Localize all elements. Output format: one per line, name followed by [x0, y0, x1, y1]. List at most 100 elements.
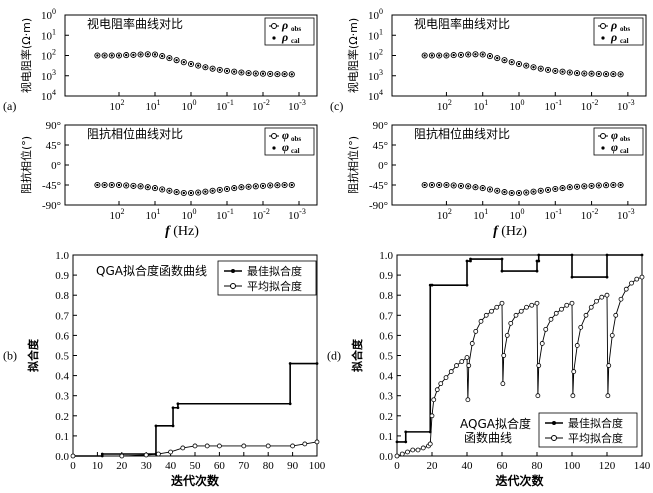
y-axis-label: 拟合度: [350, 338, 364, 372]
legend-cal-subscript: cal: [291, 147, 300, 155]
cal-point: [546, 188, 550, 192]
cal-point: [197, 191, 200, 194]
cal-point: [189, 191, 193, 195]
y-tick-label: 0.4: [379, 371, 393, 383]
x-tick-label: 10-3: [288, 98, 306, 113]
mean-fit-point: [623, 286, 629, 292]
cal-point: [612, 72, 615, 76]
cal-point: [240, 71, 243, 74]
x-tick-label: 100: [564, 460, 581, 472]
cal-point: [161, 54, 164, 58]
legend-best-marker: [552, 421, 556, 425]
legend-best-label: 最佳拟合度: [247, 264, 302, 278]
mean-fit-point: [434, 387, 440, 393]
mean-fit-point: [571, 369, 577, 374]
y-axis-label: 阻抗相位(°): [19, 136, 33, 194]
mean-fit-point: [420, 445, 426, 451]
y-tick-label: 0.8: [55, 290, 69, 302]
legend-obs-subscript: obs: [291, 135, 301, 143]
chart-title: 视电阻率曲线对比: [87, 16, 183, 31]
cal-point: [561, 70, 564, 73]
best-fit-point: [171, 406, 175, 410]
cal-point: [211, 189, 214, 192]
x-tick-label: 50: [190, 460, 202, 472]
x-tick-label: 20: [116, 460, 128, 472]
best-fit-point: [570, 253, 574, 257]
cal-point: [153, 53, 157, 56]
y-tick-label: 0°: [378, 160, 388, 172]
best-fit-point: [404, 440, 408, 444]
chart-c_rho: 100 101 102 103 104 102 101 100 10-1 10-2 10-3 视电阻率…: [330, 7, 647, 113]
mean-fit-point: [466, 363, 472, 368]
cal-point: [583, 185, 586, 188]
y-tick-label: 1.0: [55, 250, 69, 262]
cal-point: [503, 58, 506, 62]
mean-fit-point: [438, 381, 444, 387]
mean-fit-point: [499, 300, 505, 306]
y-tick-label: 103: [368, 68, 383, 83]
cal-point: [590, 72, 593, 75]
mean-fit-point: [459, 359, 465, 364]
chart-title: 阻抗相位曲线对比: [414, 126, 510, 141]
mean-fit-point: [536, 363, 542, 368]
cal-point: [539, 67, 542, 70]
cal-point: [117, 183, 121, 187]
cal-point: [597, 184, 601, 187]
cal-point: [290, 73, 293, 76]
y-tick-label: 0.5: [55, 351, 69, 363]
x-tick-label: 102: [110, 98, 125, 113]
legend-obs-subscript: obs: [620, 135, 630, 143]
legend-cal-symbol: ρ: [281, 30, 288, 44]
cal-point: [474, 53, 477, 56]
legend-cal-marker: [601, 36, 605, 40]
best-fit-point: [605, 253, 609, 257]
legend-obs-marker: [271, 23, 277, 29]
legend-best-marker: [231, 269, 235, 273]
cal-point: [554, 187, 557, 191]
mean-fit-point: [518, 308, 524, 314]
cal-point: [488, 188, 492, 191]
mean-fit-point: [504, 332, 510, 338]
chart-a_rho: 100 101 102 103 104 102 101 100 10-1 10-2 10-3 视电阻率…: [3, 7, 318, 113]
cal-point: [459, 184, 463, 188]
mean-fit-point: [539, 341, 545, 346]
x-tick-label: 10-2: [252, 207, 270, 222]
cal-point: [568, 71, 571, 74]
mean-fit-point: [500, 381, 506, 387]
x-tick-label: 102: [110, 207, 125, 222]
y-tick-label: 0.1: [379, 431, 393, 443]
legend-mean-label: 平均拟合度: [568, 431, 623, 445]
mean-fit-point: [494, 304, 500, 310]
best-fit-point: [430, 283, 434, 287]
legend-box: [264, 127, 315, 156]
cal-point: [283, 183, 286, 187]
mean-fit-point: [583, 312, 589, 318]
mean-fit-point: [168, 449, 174, 455]
chart-a_phi: 90° 45° 0° -45° -90° 102 101 100 10-1 10-2 10-3 阻抗相…: [19, 120, 318, 222]
legend-cal-subscript: cal: [620, 37, 629, 45]
y-tick-label: 0.0: [55, 451, 69, 463]
x-tick-label: 90: [287, 460, 299, 472]
y-tick-label: -45°: [369, 180, 388, 192]
mean-fit-point: [534, 300, 540, 306]
x-tick-label: 10-2: [581, 207, 599, 222]
legend-obs-symbol: φ: [282, 128, 289, 142]
cal-point: [269, 72, 272, 76]
mean-fit-point: [454, 363, 459, 368]
y-axis-label: 视电阻率(Ω·m): [346, 18, 360, 93]
cal-point: [233, 70, 236, 73]
cal-point: [423, 183, 426, 187]
mean-fit-point: [429, 413, 435, 419]
cal-point: [276, 72, 279, 76]
cal-point: [218, 68, 221, 72]
legend-box: [593, 127, 644, 156]
cal-point: [168, 56, 171, 60]
cal-point: [619, 183, 622, 187]
mean-fit-point: [513, 312, 519, 318]
mean-fit-point: [119, 453, 125, 459]
legend-obs-marker: [600, 23, 606, 29]
mean-fit-point: [302, 441, 308, 447]
cal-point: [546, 68, 550, 72]
cal-point: [539, 189, 542, 192]
y-tick-label: 0.7: [55, 310, 69, 322]
